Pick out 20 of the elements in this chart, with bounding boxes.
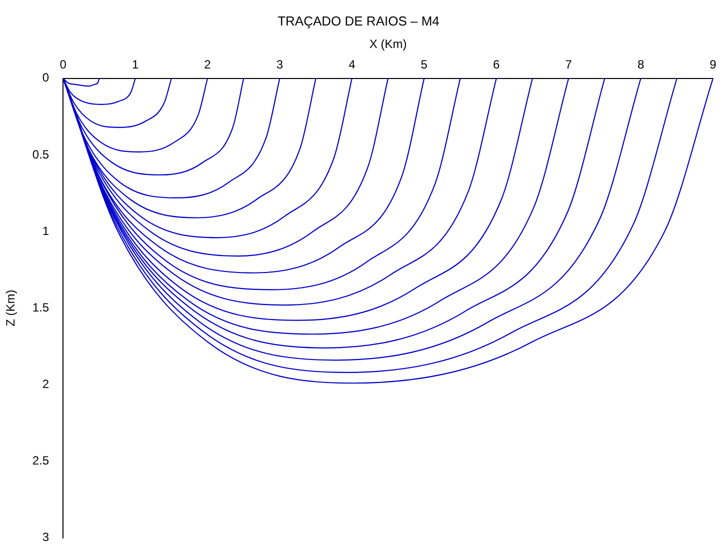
x-tick-label: 6	[493, 58, 500, 72]
x-tick-label: 4	[348, 58, 356, 72]
y-axis-title: Z (Km)	[4, 290, 18, 326]
x-tick-label: 3	[276, 58, 284, 72]
x-tick-label: 2	[204, 58, 212, 72]
x-tick-label: 7	[565, 58, 572, 72]
x-tick-label: 8	[637, 58, 644, 72]
y-tick-label: 1.5	[32, 300, 50, 314]
x-tick-label: 5	[420, 58, 428, 72]
x-tick-label: 1	[132, 58, 139, 72]
x-tick-label: 9	[710, 58, 717, 72]
x-axis-title: X (Km)	[369, 37, 407, 52]
y-tick-label: 2	[42, 376, 50, 391]
y-tick-label: 1	[42, 224, 50, 238]
y-tick-label: 3	[42, 530, 50, 544]
y-tick-label: 2.5	[32, 454, 50, 468]
chart-title: TRAÇADO DE RAIOS – M4	[278, 13, 440, 28]
y-tick-label: 0	[42, 70, 50, 85]
y-tick-label: 0.5	[32, 147, 50, 162]
x-tick-label: 0	[60, 58, 67, 72]
